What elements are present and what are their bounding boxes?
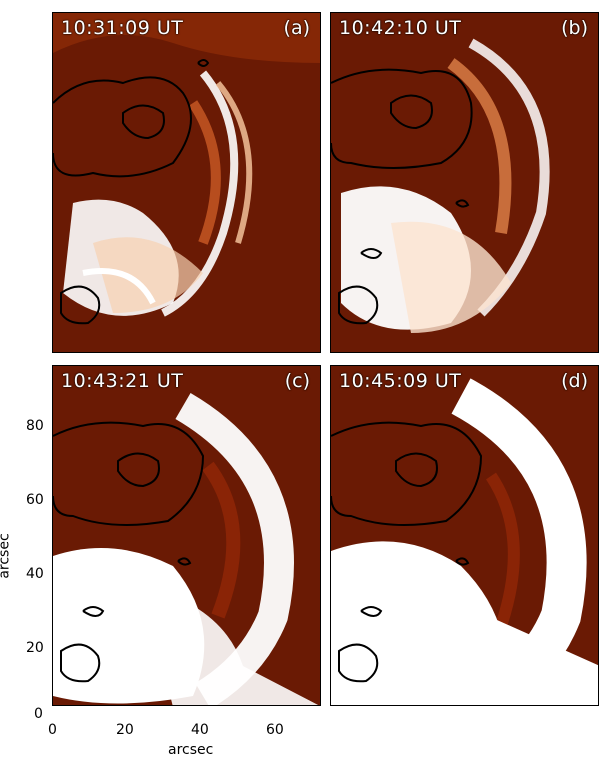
y-tick-40: 40: [26, 566, 44, 582]
panel-b-timestamp: 10:42:10 UT: [339, 17, 462, 39]
x-tick-60: 60: [266, 722, 284, 738]
panel-d-label: (d): [561, 370, 588, 392]
y-tick-20: 20: [26, 640, 44, 656]
y-tick-80: 80: [26, 418, 44, 434]
y-tick-60: 60: [26, 492, 44, 508]
x-tick-40: 40: [191, 722, 209, 738]
panel-c-image: [53, 366, 320, 705]
panel-d: 10:45:09 UT (d): [330, 365, 599, 706]
panel-c-timestamp: 10:43:21 UT: [61, 370, 184, 392]
panel-b: 10:42:10 UT (b): [330, 12, 599, 353]
panel-c-label: (c): [284, 370, 310, 392]
x-tick-0: 0: [48, 722, 57, 738]
x-axis-label: arcsec: [168, 742, 214, 758]
panel-a: 10:31:09 UT (a): [52, 12, 321, 353]
panel-b-label: (b): [561, 17, 588, 39]
y-tick-0: 0: [34, 706, 43, 722]
panel-a-timestamp: 10:31:09 UT: [61, 17, 184, 39]
panel-b-image: [331, 13, 598, 352]
panel-d-timestamp: 10:45:09 UT: [339, 370, 462, 392]
panel-a-image: [53, 13, 320, 352]
x-tick-20: 20: [116, 722, 134, 738]
panel-c: 10:43:21 UT (c): [52, 365, 321, 706]
panel-a-label: (a): [283, 17, 310, 39]
y-axis-label: arcsec: [0, 533, 13, 579]
panel-d-image: [331, 366, 598, 705]
